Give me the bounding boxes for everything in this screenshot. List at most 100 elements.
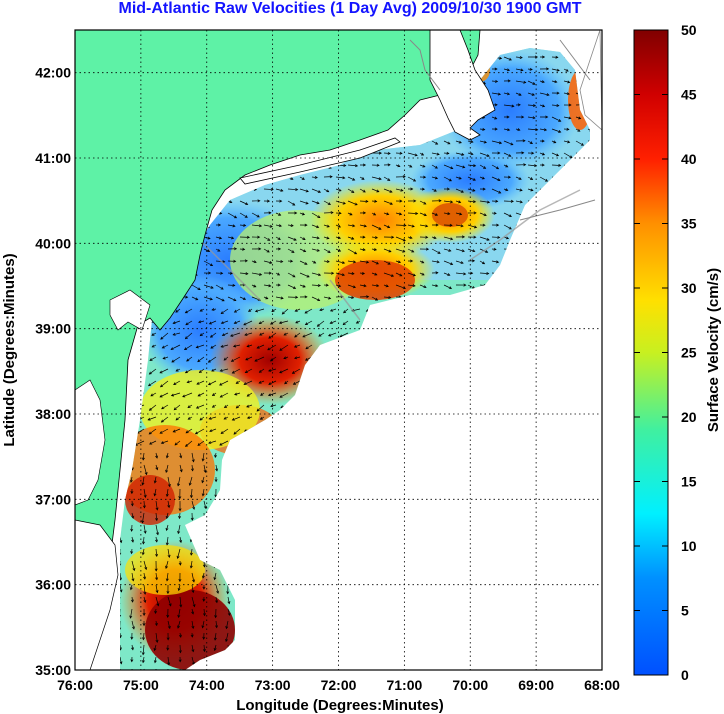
vector-arrow [159,368,169,374]
vector-arrow [479,164,486,169]
vector-arrow-head [168,603,172,607]
vector-arrow-head [194,431,198,435]
vector-arrow-head [507,175,512,179]
vector-arrow-head [454,672,456,674]
vector-arrow-head [197,442,201,446]
vector-arrow-head [342,201,346,205]
vector-arrow [173,428,181,433]
vector-arrow-head [259,416,263,420]
vector-arrow-head [155,577,159,581]
vector-arrow-head [143,591,147,595]
vector-arrow-head [219,394,223,398]
vector-arrow-head [567,80,571,84]
vector-arrow [154,644,157,651]
vector-arrow-head [314,175,318,179]
vector-arrow [407,212,418,214]
vector-arrow-head [197,359,201,363]
vector-arrow-head [398,212,403,216]
vector-arrow [226,620,229,629]
vector-arrow [209,416,217,420]
vector-arrow-head [243,382,247,386]
vector-arrow-head [434,213,439,216]
vector-arrow-head [167,554,171,559]
vector-arrow-head [449,223,453,227]
vector-arrow [527,80,536,85]
vector-arrow-head [461,152,465,156]
vector-arrow [503,128,510,131]
vector-arrow-head [539,671,541,673]
vector-arrow-head [120,540,123,544]
vector-arrow-head [196,381,200,385]
vector-arrow-head [151,333,155,336]
vector-arrow-head [155,507,159,511]
vector-arrow-head [221,298,225,302]
vector-arrow-head [183,347,188,351]
vector-arrow-head [211,393,216,397]
gulf-of-maine-islands [409,39,596,221]
vector-arrow [173,332,181,336]
vector-arrow-head [316,201,320,205]
vector-arrow [215,464,218,471]
vector-arrow-head [230,334,234,337]
vector-arrow-head [378,151,382,155]
vector-arrow [142,512,145,523]
vector-arrow-head [383,675,385,677]
vector-arrow [173,380,181,385]
vector-arrow-head [279,199,283,203]
vector-arrow-head [191,611,195,615]
vector-arrow-head [290,223,294,227]
vector-arrow-head [387,261,391,265]
vector-arrow-head [141,652,145,656]
vector-arrow-head [517,128,521,132]
vector-arrow-head [325,283,329,287]
vector-arrow [383,176,390,181]
vector-arrow-head [130,528,134,532]
vector-arrow-head [387,178,391,181]
vector-arrow-head [486,271,490,275]
vector-arrow-head [483,213,487,217]
vector-arrow-head [351,272,355,276]
vector-arrow [431,140,438,145]
vector-arrow-head [268,382,272,385]
vector-arrow [455,272,466,275]
vector-arrow-head [505,236,510,240]
vector-arrow [479,200,490,203]
colorbar-label: Surface Velocity (cm/s) [705,268,722,432]
vector-arrow-head [304,310,308,314]
vector-arrow-head [160,441,164,444]
vector-arrow [287,272,296,278]
vector-arrow-head [293,344,298,348]
vector-arrow-head [229,200,233,204]
vector-arrow-head [468,673,470,675]
vector-arrow [323,236,330,239]
vector-arrow-head [503,671,505,673]
vector-arrow-head [246,344,250,348]
vector-arrow-head [161,345,165,349]
vector-arrow-head [177,530,181,535]
vector-arrow-head [498,56,503,60]
vector-arrow-head [130,503,134,507]
vector-arrow-head [482,127,486,131]
vector-arrow-head [365,199,369,203]
vector-arrow [479,272,489,274]
x-tick-label: 70:00 [452,677,488,693]
vector-arrow-head [225,626,229,630]
vector-arrow-head [482,261,486,265]
vector-arrow [254,356,265,362]
vector-arrow [227,296,236,301]
vector-arrow [311,176,318,179]
cape-cod [429,30,496,141]
vector-arrow [293,380,301,385]
vector-arrow-head [458,176,462,180]
vector-arrow [167,548,170,558]
vector-arrow [120,632,121,638]
vector-arrow [335,248,341,252]
vector-arrow-head [275,672,277,674]
vector-arrow [199,368,205,373]
vector-arrow [270,356,277,362]
vector-arrow-head [470,140,474,144]
vector-arrow-head [131,626,135,630]
vector-arrow [191,464,194,471]
vector-arrow-head [278,321,283,325]
vector-arrow-head [198,320,202,324]
